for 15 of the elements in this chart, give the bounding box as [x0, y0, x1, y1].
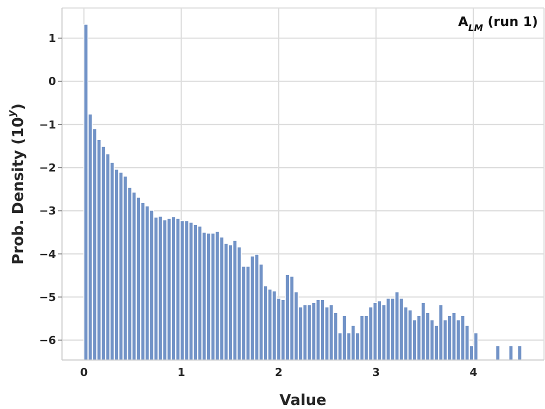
x-axis-title: Value — [280, 391, 326, 409]
annotation: A$_{LM}$ (run 1) — [458, 15, 538, 34]
x-tick-label: 0 — [80, 366, 88, 379]
y-tick-label: 1 — [48, 32, 56, 46]
x-tick-label: 2 — [274, 366, 282, 379]
y-tick-label: −1 — [39, 118, 56, 132]
y-tick-label: 0 — [48, 75, 56, 88]
y-tick-label: −5 — [39, 290, 56, 304]
y-tick-label: −2 — [39, 162, 56, 175]
y-tick-label: −4 — [39, 248, 56, 261]
x-tick-label: 1 — [177, 366, 186, 379]
x-tick-label: 3 — [372, 366, 380, 379]
y-tick-label: −3 — [39, 204, 56, 218]
x-tick-label: 4 — [470, 366, 478, 379]
y-tick-label: −6 — [39, 334, 56, 348]
